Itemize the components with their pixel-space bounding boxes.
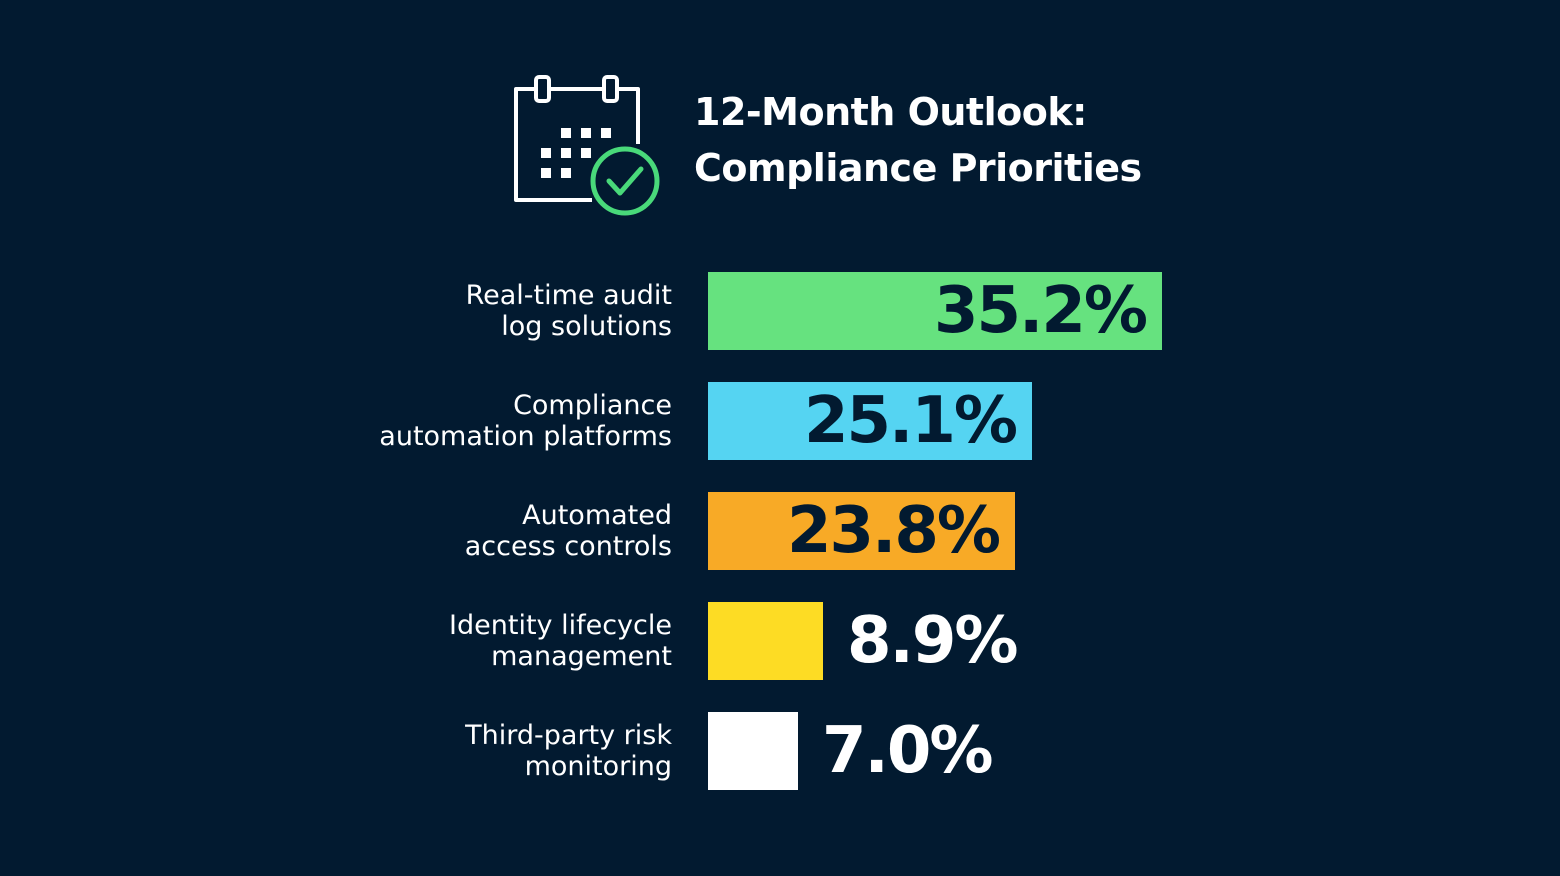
chart-title: 12-Month Outlook: Compliance Priorities bbox=[694, 84, 1142, 196]
bar bbox=[708, 712, 798, 790]
chart-title-line-1: 12-Month Outlook: bbox=[694, 90, 1087, 134]
category-label: Third-party risk monitoring bbox=[465, 720, 672, 782]
category-label-line: Compliance bbox=[513, 390, 672, 421]
data-label: 8.9% bbox=[847, 604, 1018, 678]
category-label-line: log solutions bbox=[501, 311, 672, 342]
data-label: 25.1% bbox=[803, 384, 1018, 458]
data-label: 7.0% bbox=[822, 714, 993, 788]
bar bbox=[708, 382, 1032, 460]
bar bbox=[708, 272, 1162, 350]
category-label-line: Identity lifecycle bbox=[449, 610, 672, 641]
category-label-line: monitoring bbox=[524, 751, 672, 782]
category-label-line: automation platforms bbox=[379, 421, 672, 452]
chart-title-line-2: Compliance Priorities bbox=[694, 146, 1142, 190]
category-label-line: Third-party risk bbox=[465, 720, 672, 751]
category-label: Automated access controls bbox=[465, 500, 672, 562]
bar bbox=[708, 602, 823, 680]
category-label-line: Automated bbox=[522, 500, 672, 531]
category-label-line: access controls bbox=[464, 531, 672, 562]
calendar-check-icon bbox=[514, 75, 660, 216]
bar bbox=[708, 492, 1015, 570]
category-label-line: management bbox=[491, 641, 672, 672]
category-label-line: Real-time audit bbox=[465, 280, 672, 311]
category-label: Compliance automation platforms bbox=[379, 390, 672, 452]
data-label: 23.8% bbox=[786, 494, 1001, 568]
category-label: Real-time audit log solutions bbox=[466, 280, 672, 342]
data-label: 35.2% bbox=[933, 274, 1148, 348]
category-label: Identity lifecycle management bbox=[449, 610, 672, 672]
